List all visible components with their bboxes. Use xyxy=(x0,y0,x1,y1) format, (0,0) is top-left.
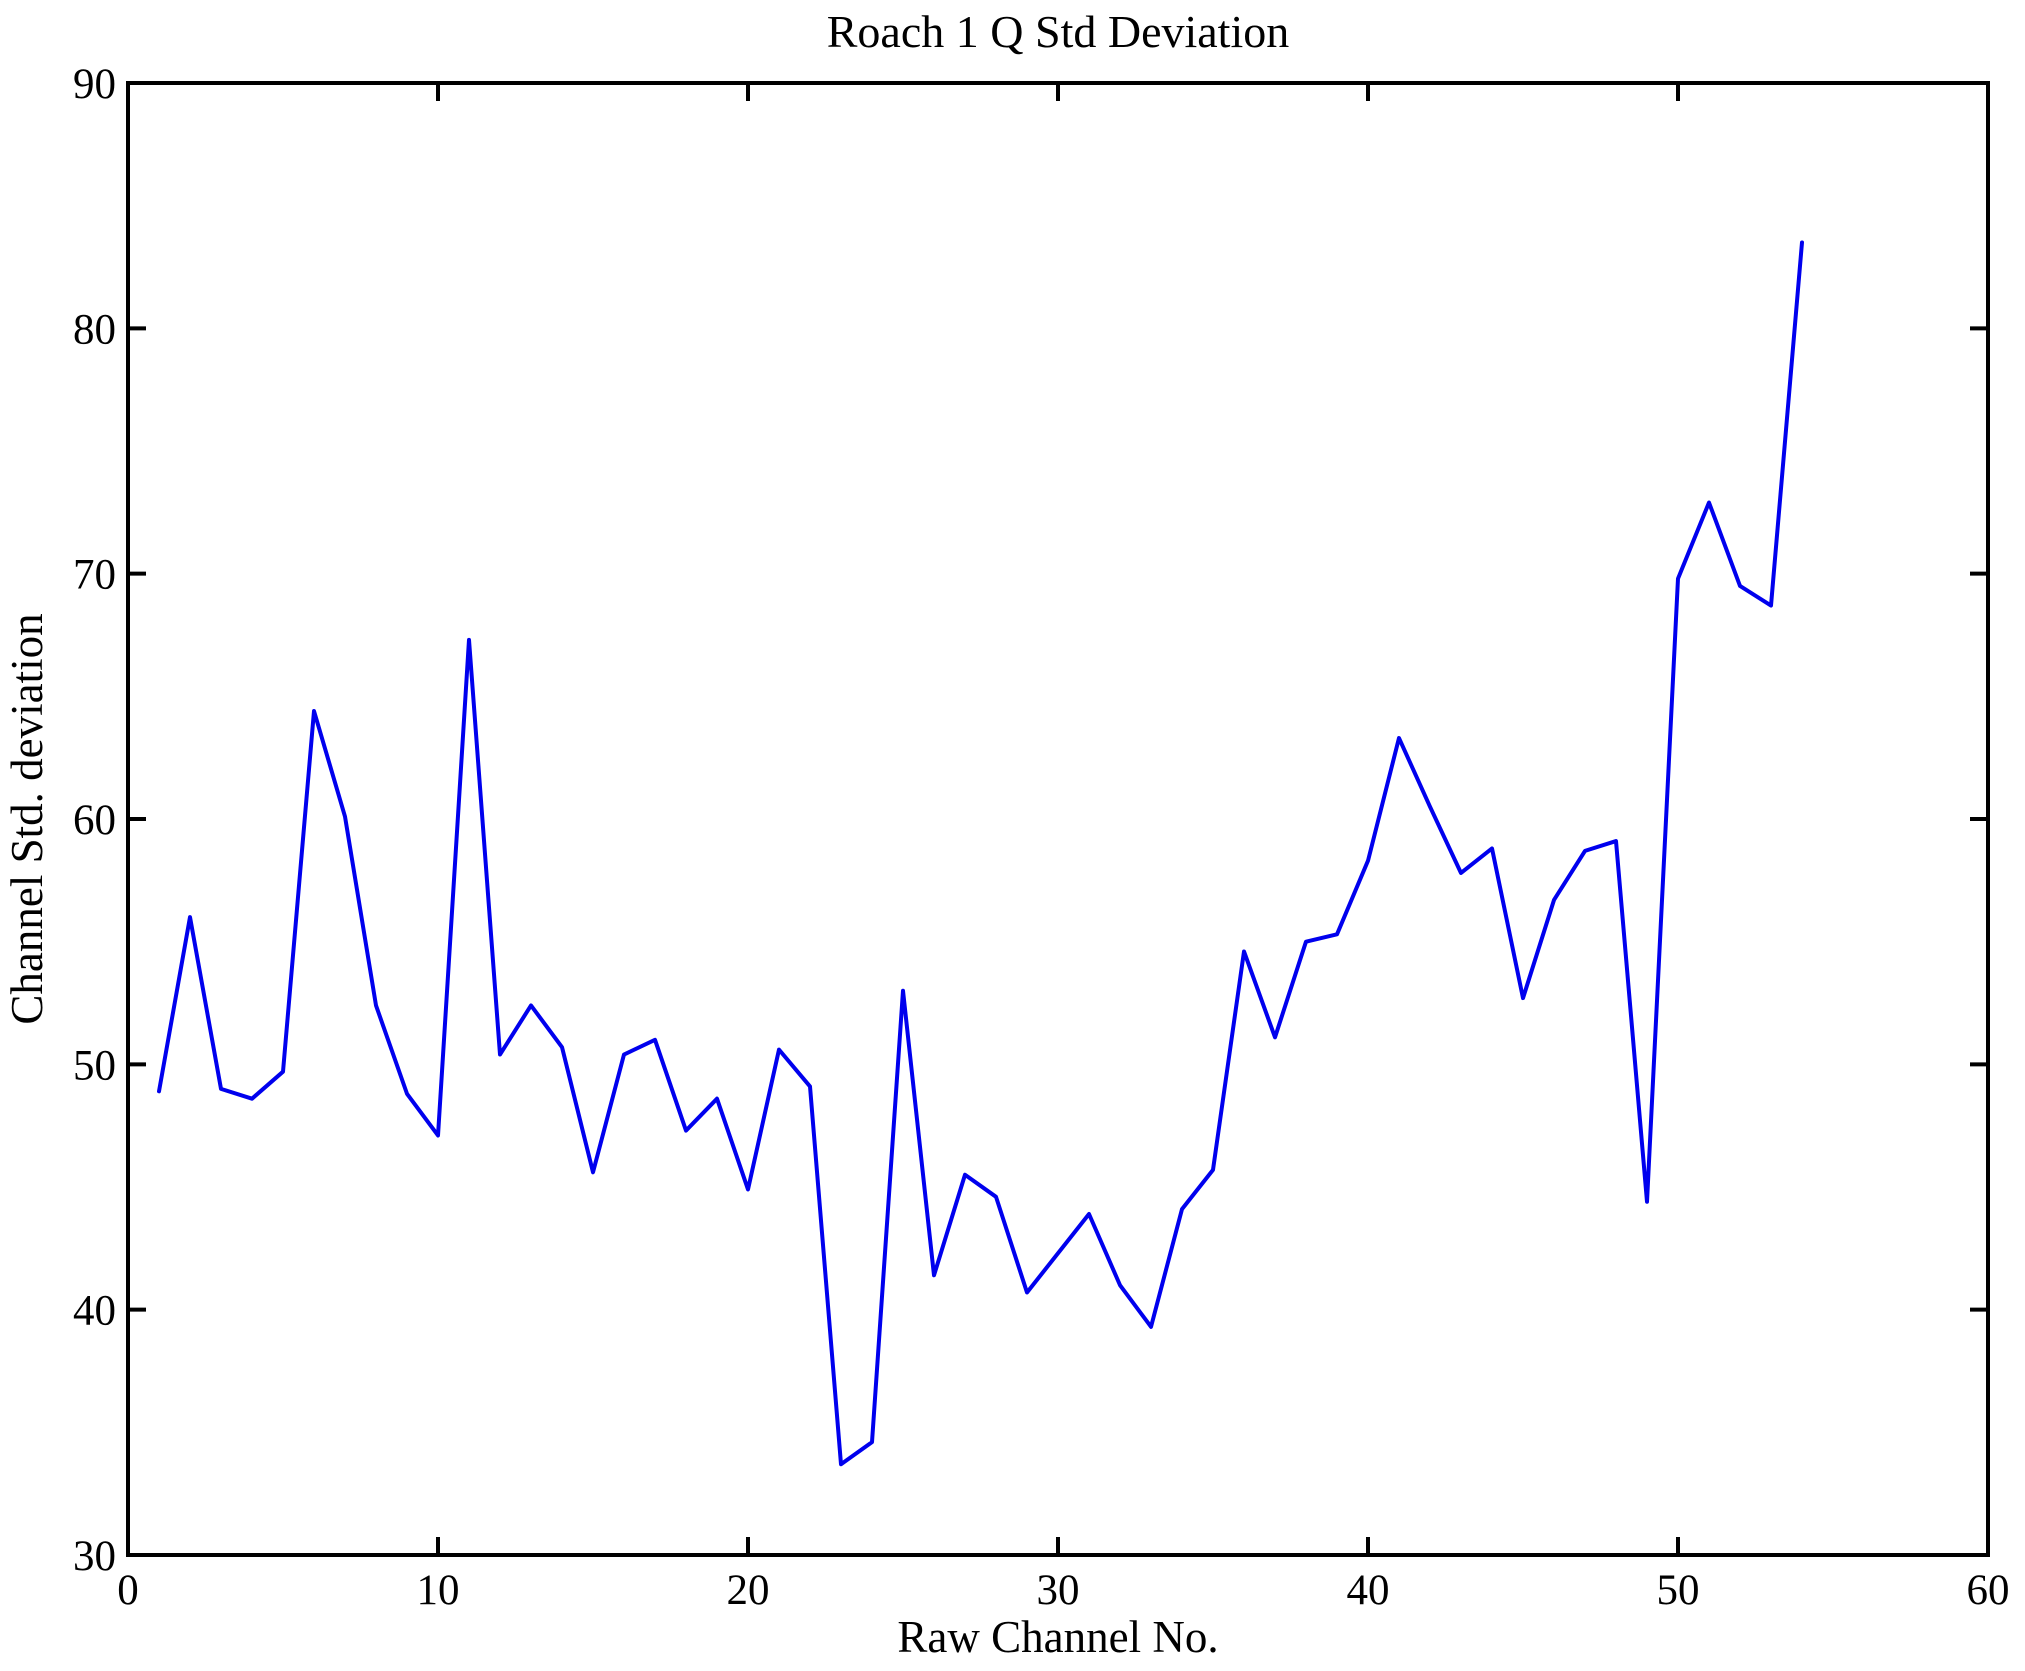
x-tick-label: 10 xyxy=(417,1567,460,1614)
y-tick-label: 80 xyxy=(73,306,116,353)
x-tick-label: 20 xyxy=(727,1567,770,1614)
y-tick-label: 30 xyxy=(73,1533,116,1580)
axis-ticks: 0 10 20 30 40 50 60 30 40 50 60 70 80 90 xyxy=(73,61,2010,1614)
x-tick-label: 30 xyxy=(1037,1567,1080,1614)
y-axis-label: Channel Std. deviation xyxy=(2,613,52,1024)
data-line xyxy=(157,240,1804,1467)
y-tick-label: 70 xyxy=(73,552,116,599)
y-tick-label: 60 xyxy=(73,797,116,844)
y-tick-label: 50 xyxy=(73,1042,116,1089)
y-tick-label: 90 xyxy=(73,61,116,108)
chart-title: Roach 1 Q Std Deviation xyxy=(827,6,1290,57)
x-tick-label: 40 xyxy=(1347,1567,1390,1614)
x-axis-label: Raw Channel No. xyxy=(897,1612,1218,1662)
x-tick-label: 60 xyxy=(1967,1567,2010,1614)
y-tick-label: 40 xyxy=(73,1288,116,1335)
plot-area-border xyxy=(126,81,1990,1557)
x-tick-label: 50 xyxy=(1657,1567,1700,1614)
x-tick-label: 0 xyxy=(117,1567,139,1614)
